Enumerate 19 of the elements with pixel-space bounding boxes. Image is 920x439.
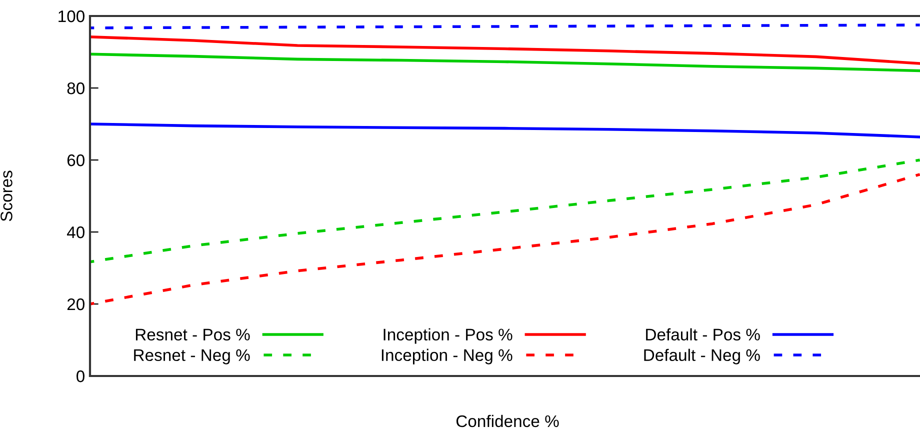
y-tick-label: 100	[58, 10, 84, 22]
line-series	[90, 122, 920, 138]
line-series	[90, 158, 920, 264]
y-tick-label: 80	[67, 82, 84, 94]
legend-label: Inception - Pos %	[384, 328, 512, 344]
legend-label: Inception - Neg %	[382, 348, 512, 364]
y-tick-label: 20	[67, 298, 84, 310]
line-series	[90, 35, 920, 65]
legend-label: Default - Pos %	[646, 328, 760, 341]
y-tick-label: 0	[76, 370, 84, 382]
line-series	[90, 173, 920, 306]
y-axis-title: Scores	[0, 170, 12, 222]
line-series	[90, 52, 920, 72]
legend-label: Resnet - Pos %	[136, 328, 250, 341]
legend-label: Default - Neg %	[644, 348, 760, 364]
x-axis-title: Confidence %	[456, 414, 559, 428]
legend-label: Resnet - Neg %	[134, 349, 250, 364]
y-tick-label: 60	[67, 154, 84, 166]
y-tick-label: 40	[66, 226, 84, 238]
